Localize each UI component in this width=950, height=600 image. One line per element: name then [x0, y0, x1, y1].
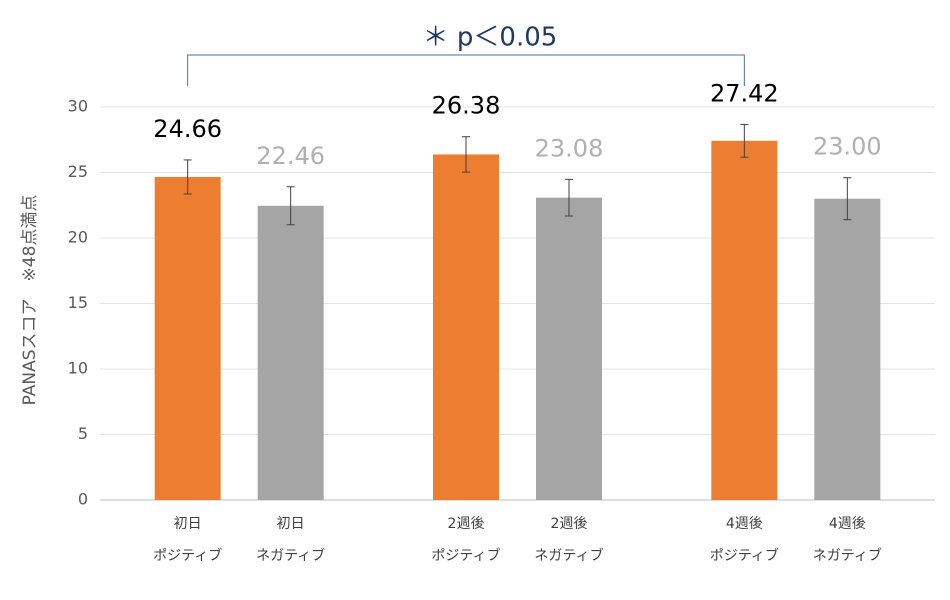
x-tick-label: ネガティブ: [813, 547, 882, 564]
y-tick-label: 30: [68, 97, 88, 116]
bar: [536, 197, 602, 501]
x-tick-label: 4週後: [829, 516, 866, 532]
x-tick-label: 2週後: [448, 516, 485, 532]
x-tick-label: 初日: [174, 515, 202, 532]
bar: [433, 154, 499, 500]
value-label: 23.08: [535, 134, 604, 162]
value-label: 26.38: [432, 92, 501, 120]
x-tick-label: ネガティブ: [256, 547, 325, 564]
significance-annotation: ＊ p＜0.05: [423, 23, 558, 53]
value-label: 22.46: [256, 142, 325, 170]
y-tick-label: 25: [68, 162, 88, 181]
y-tick-label: 10: [68, 359, 88, 378]
x-tick-label: 2週後: [551, 516, 588, 532]
value-label: 23.00: [813, 133, 882, 161]
bar: [711, 140, 778, 500]
y-axis-label: PANASスコア ※48点満点: [20, 195, 40, 406]
bar: [814, 198, 881, 500]
value-label: 24.66: [153, 115, 222, 143]
x-tick-label: 4週後: [726, 516, 763, 532]
x-tick-label: 初日: [277, 515, 305, 532]
x-tick-label: ポジティブ: [431, 547, 500, 564]
bar: [154, 176, 221, 501]
x-tick-label: ポジティブ: [710, 547, 779, 564]
x-tick-label: ネガティブ: [534, 547, 603, 564]
significance-bracket: [187, 54, 745, 86]
y-tick-label: 0: [78, 490, 88, 509]
x-tick-label: ポジティブ: [153, 547, 222, 564]
y-tick-label: 20: [68, 228, 88, 247]
bar: [257, 205, 324, 501]
y-tick-label: 15: [68, 293, 88, 312]
y-tick-label: 5: [78, 424, 88, 443]
